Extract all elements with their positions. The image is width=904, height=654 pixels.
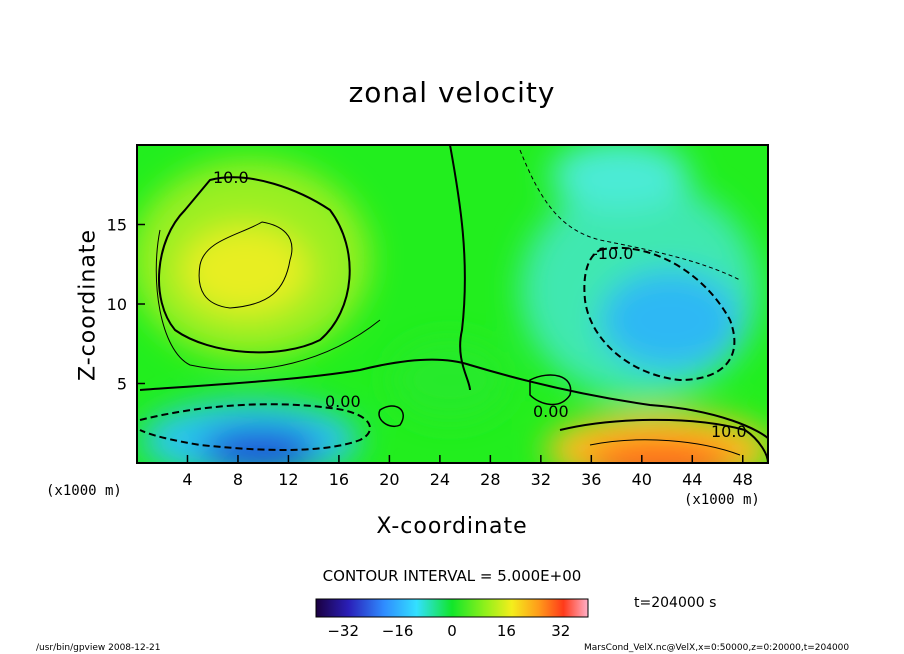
x-tick-label: 16 bbox=[329, 470, 349, 489]
x-tick-label: 4 bbox=[182, 470, 192, 489]
contour-interval-label: CONTOUR INTERVAL = 5.000E+00 bbox=[322, 567, 582, 585]
x-tick-label: 28 bbox=[480, 470, 500, 489]
colorbar-tick-label: 16 bbox=[497, 622, 516, 640]
y-tick-label: 10 bbox=[107, 295, 127, 314]
contour-label-group: 10.0 -10.0 0.00 0.00 10.0 bbox=[213, 168, 747, 441]
colorbar bbox=[315, 598, 589, 618]
footer-left: /usr/bin/gpview 2008-12-21 bbox=[36, 643, 161, 653]
x-tick-label: 36 bbox=[581, 470, 601, 489]
x-tick-label: 32 bbox=[531, 470, 551, 489]
contour-label: 10.0 bbox=[213, 168, 249, 187]
time-label: t=204000 s bbox=[634, 595, 717, 611]
colorbar-ticks: −32 −16 0 16 32 bbox=[327, 622, 570, 640]
x-tick-label: 48 bbox=[733, 470, 753, 489]
colorbar-tick-label: −16 bbox=[382, 622, 414, 640]
x-unit-label-left: (x1000 m) bbox=[46, 483, 122, 499]
contour-label: 10.0 bbox=[711, 422, 747, 441]
contour-label: 0.00 bbox=[533, 402, 569, 421]
x-axis: 4 8 12 16 20 24 28 32 36 40 44 48 bbox=[182, 455, 753, 489]
x-tick-label: 24 bbox=[430, 470, 450, 489]
x-tick-label: 8 bbox=[233, 470, 243, 489]
y-axis-label: Z-coordinate bbox=[75, 229, 101, 381]
colorbar-tick-label: −32 bbox=[327, 622, 359, 640]
x-unit-label-right: (x1000 m) bbox=[684, 492, 760, 508]
colorbar-tick-label: 32 bbox=[551, 622, 570, 640]
footer-right: MarsCond_VelX.nc@VelX,x=0:50000,z=0:2000… bbox=[584, 643, 850, 653]
y-tick-label: 15 bbox=[107, 216, 127, 235]
x-axis-label: X-coordinate bbox=[376, 514, 528, 539]
colorbar-tick-label: 0 bbox=[447, 622, 457, 640]
chart-title: zonal velocity bbox=[348, 76, 556, 109]
x-tick-label: 20 bbox=[379, 470, 399, 489]
x-tick-label: 40 bbox=[632, 470, 652, 489]
heatmap-field bbox=[137, 145, 768, 463]
x-tick-label: 44 bbox=[682, 470, 702, 489]
y-tick-label: 5 bbox=[117, 375, 127, 394]
x-tick-label: 12 bbox=[278, 470, 298, 489]
contour-label: -10.0 bbox=[592, 244, 633, 263]
y-axis: 5 10 15 bbox=[107, 216, 145, 394]
contour-label: 0.00 bbox=[325, 392, 361, 411]
